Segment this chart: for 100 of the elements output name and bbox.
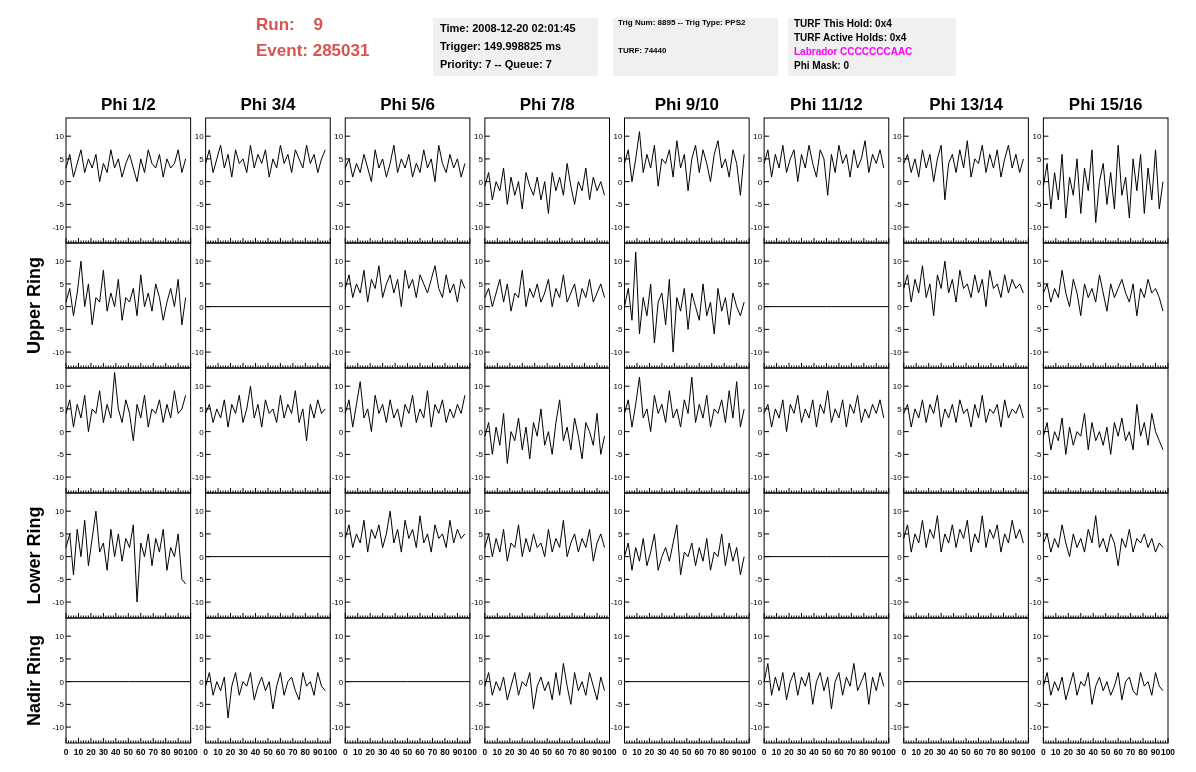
y-tick-label: -5 [56, 700, 65, 710]
y-tick-label: 0 [1036, 302, 1042, 312]
x-tick-label: 90 [1011, 747, 1021, 757]
y-tick-label: 10 [892, 507, 903, 517]
x-tick-label: 40 [948, 747, 959, 757]
y-tick-label: 10 [892, 257, 903, 267]
y-tick-label: 5 [897, 154, 903, 164]
x-tick-label: 80 [579, 747, 590, 757]
x-tick-label: 60 [275, 747, 286, 757]
y-tick-label: 10 [194, 257, 205, 267]
x-tick-label: 30 [1076, 747, 1086, 757]
y-tick-label: -5 [755, 450, 763, 460]
x-tick-label: 10 [352, 747, 363, 757]
x-tick-label: 90 [731, 747, 742, 757]
y-tick-label: 5 [618, 279, 624, 289]
y-tick-label: -5 [615, 450, 624, 460]
y-tick-label: 10 [194, 132, 205, 142]
y-tick-label: 0 [478, 177, 484, 187]
y-tick-label: 5 [338, 404, 344, 414]
y-tick-label: -5 [1034, 700, 1042, 710]
y-tick-label: 5 [478, 279, 484, 289]
x-tick-label: 40 [529, 747, 540, 757]
y-tick-label: -10 [331, 598, 344, 608]
x-tick-label: 20 [644, 747, 655, 757]
x-tick-label: 80 [719, 747, 730, 757]
y-tick-label: -10 [750, 473, 763, 483]
y-tick-label: 10 [1032, 632, 1042, 642]
x-tick-label: 10 [492, 747, 503, 757]
y-tick-label: -10 [471, 223, 484, 233]
y-tick-label: 0 [478, 302, 484, 312]
x-tick-label: 50 [961, 747, 972, 757]
y-tick-label: -5 [894, 200, 903, 210]
y-tick-label: -10 [52, 348, 65, 358]
text: Trigger: 149.998825 ms [440, 40, 562, 52]
text: Trig Num: 8895 -- Trig Type: PPS2 [618, 18, 746, 27]
y-tick-label: 0 [59, 552, 65, 562]
y-tick-label: 0 [199, 677, 205, 687]
y-tick-label: 10 [55, 132, 65, 142]
y-tick-label: 0 [59, 677, 65, 687]
y-tick-label: -5 [615, 700, 624, 710]
y-tick-label: 10 [334, 632, 344, 642]
chart-title: Phi 9/10 [654, 95, 719, 114]
y-tick-label: 0 [478, 552, 484, 562]
chart-title: Phi 7/8 [519, 95, 575, 114]
x-tick-label: 60 [415, 747, 426, 757]
y-tick-label: 5 [478, 154, 484, 164]
y-tick-label: 5 [757, 154, 763, 164]
x-tick-label: 50 [542, 747, 553, 757]
y-tick-label: -5 [894, 700, 903, 710]
y-tick-label: 5 [59, 404, 65, 414]
y-tick-label: 0 [618, 177, 624, 187]
x-tick-label: 20 [1063, 747, 1074, 757]
y-tick-label: 0 [897, 677, 903, 687]
y-tick-label: -5 [56, 200, 65, 210]
y-tick-label: 5 [199, 154, 205, 164]
y-tick-label: -5 [56, 575, 65, 585]
y-tick-label: -5 [475, 450, 484, 460]
y-tick-label: 10 [334, 132, 344, 142]
x-tick-label: 100 [1160, 747, 1176, 757]
x-tick-label: 80 [160, 747, 171, 757]
y-tick-label: -5 [475, 575, 484, 585]
y-tick-label: -10 [52, 598, 65, 608]
y-tick-label: 5 [618, 404, 624, 414]
x-tick-label: 10 [911, 747, 922, 757]
y-tick-label: 5 [199, 279, 205, 289]
x-tick-label: 80 [859, 747, 869, 757]
y-tick-label: -5 [755, 200, 763, 210]
y-tick-label: -5 [1034, 200, 1042, 210]
y-tick-label: 10 [194, 382, 205, 392]
x-tick-label: 80 [1138, 747, 1149, 757]
x-tick-label: 20 [784, 747, 795, 757]
y-tick-label: 0 [618, 302, 624, 312]
y-tick-label: -10 [610, 723, 624, 733]
y-tick-label: -5 [196, 700, 205, 710]
y-tick-label: -10 [331, 223, 344, 233]
y-tick-label: -5 [475, 700, 484, 710]
y-tick-label: 5 [757, 654, 763, 664]
x-tick-label: 70 [1125, 747, 1136, 757]
y-tick-label: 10 [194, 632, 205, 642]
x-tick-label: 60 [1113, 747, 1124, 757]
y-tick-label: -10 [610, 598, 624, 608]
chart-title: Phi 13/14 [929, 95, 1004, 114]
y-tick-label: 0 [618, 427, 624, 437]
y-tick-label: 10 [1032, 507, 1042, 517]
x-tick-label: 60 [136, 747, 146, 757]
y-tick-label: 10 [194, 507, 205, 517]
y-tick-label: -5 [894, 325, 903, 335]
y-tick-label: -5 [1034, 575, 1042, 585]
x-tick-label: 50 [402, 747, 413, 757]
y-tick-label: -5 [336, 575, 344, 585]
y-tick-label: -10 [192, 473, 205, 483]
y-tick-label: -10 [750, 723, 763, 733]
x-tick-label: 30 [98, 747, 109, 757]
x-tick-label: 60 [834, 747, 844, 757]
y-tick-label: 0 [199, 177, 205, 187]
y-tick-label: 5 [478, 654, 484, 664]
x-tick-label: 40 [390, 747, 401, 757]
y-tick-label: 0 [1036, 177, 1042, 187]
y-tick-label: -10 [52, 723, 65, 733]
chart-title: Phi 1/2 [100, 95, 156, 114]
